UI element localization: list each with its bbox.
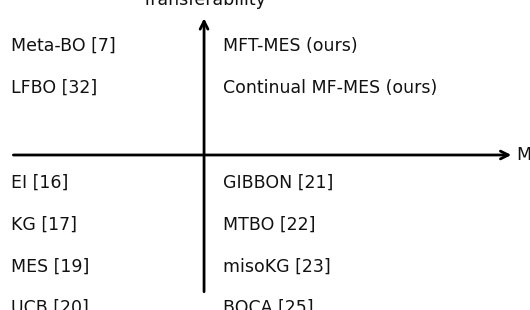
- Text: Multi-fidelity: Multi-fidelity: [517, 146, 530, 164]
- Text: Continual MF-MES (ours): Continual MF-MES (ours): [223, 79, 437, 97]
- Text: MFT-MES (ours): MFT-MES (ours): [223, 37, 357, 55]
- Text: UCB [20]: UCB [20]: [11, 299, 89, 310]
- Text: BOCA [25]: BOCA [25]: [223, 299, 313, 310]
- Text: Transferability: Transferability: [142, 0, 266, 9]
- Text: Meta-BO [7]: Meta-BO [7]: [11, 37, 116, 55]
- Text: EI [16]: EI [16]: [11, 174, 68, 192]
- Text: GIBBON [21]: GIBBON [21]: [223, 174, 333, 192]
- Text: misoKG [23]: misoKG [23]: [223, 257, 330, 275]
- Text: LFBO [32]: LFBO [32]: [11, 79, 97, 97]
- Text: KG [17]: KG [17]: [11, 215, 77, 233]
- Text: MES [19]: MES [19]: [11, 257, 89, 275]
- Text: MTBO [22]: MTBO [22]: [223, 215, 315, 233]
